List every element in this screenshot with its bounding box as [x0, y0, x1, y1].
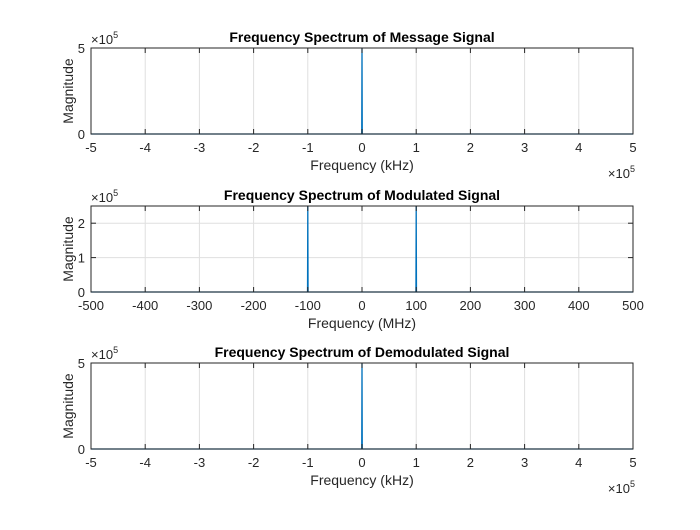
y-axis-label: Magnitude: [60, 58, 76, 124]
x-tick-label: 3: [521, 455, 528, 470]
x-axis-multiplier-exponent: 5: [630, 164, 635, 174]
x-tick-label: 4: [575, 140, 582, 155]
x-tick-label: -300: [186, 298, 212, 313]
x-tick-label: 1: [413, 140, 420, 155]
y-tick-label: 2: [78, 216, 85, 231]
subplot-3: -5 -4 -3 -2 -1 0 1 2 3 4 5 0 5 Frequency Spectrum of …: [60, 344, 637, 496]
y-axis-multiplier-exponent: 5: [113, 188, 118, 198]
x-tick-label: -400: [132, 298, 158, 313]
x-tick-label: -200: [241, 298, 267, 313]
x-axis-label: Frequency (MHz): [308, 315, 416, 331]
subplot-1: -5 -4 -3 -2 -1 0 1 2 3 4 5 0 5 Frequency Spectrum of …: [60, 29, 637, 181]
x-tick-label: -4: [139, 140, 151, 155]
x-tick-label: -3: [194, 140, 206, 155]
x-tick-label: -1: [302, 455, 314, 470]
x-tick-label: -2: [248, 140, 260, 155]
x-tick-label: 0: [358, 298, 365, 313]
x-tick-label: 200: [460, 298, 482, 313]
x-tick-label: 2: [467, 455, 474, 470]
x-tick-label: 1: [413, 455, 420, 470]
x-axis-multiplier: ×105: [608, 164, 635, 181]
y-axis-multiplier-exponent: 5: [113, 30, 118, 40]
x-tick-label: -5: [85, 140, 97, 155]
chart-title: Frequency Spectrum of Modulated Signal: [224, 187, 500, 203]
x-tick-label: 2: [467, 140, 474, 155]
x-tick-label: 5: [629, 140, 636, 155]
x-tick-label: 300: [514, 298, 536, 313]
x-tick-label: 3: [521, 140, 528, 155]
y-axis-label: Magnitude: [60, 216, 76, 282]
x-tick-label: 0: [358, 140, 365, 155]
x-tick-label: -4: [139, 455, 151, 470]
y-tick-label: 0: [78, 442, 85, 457]
y-tick-label: 5: [78, 41, 85, 56]
x-tick-label: 4: [575, 455, 582, 470]
y-axis-multiplier: ×105: [91, 345, 118, 362]
x-tick-label: -2: [248, 455, 260, 470]
y-axis-label: Magnitude: [60, 373, 76, 439]
x-tick-label: -1: [302, 140, 314, 155]
y-tick-label: 0: [78, 127, 85, 142]
y-axis-multiplier-exponent: 5: [113, 345, 118, 355]
y-axis-multiplier: ×105: [91, 188, 118, 205]
x-tick-label: 500: [622, 298, 644, 313]
x-tick-label: -3: [194, 455, 206, 470]
x-axis-multiplier: ×105: [608, 479, 635, 496]
x-tick-label: -500: [78, 298, 104, 313]
x-tick-label: 5: [629, 455, 636, 470]
x-tick-label: 0: [358, 455, 365, 470]
x-axis-label: Frequency (kHz): [310, 157, 413, 173]
x-axis-multiplier-exponent: 5: [630, 479, 635, 489]
y-tick-label: 1: [78, 251, 85, 266]
x-tick-label: 400: [568, 298, 590, 313]
x-tick-label: -100: [295, 298, 321, 313]
x-tick-label: 100: [405, 298, 427, 313]
y-axis-multiplier: ×105: [91, 30, 118, 47]
chart-title: Frequency Spectrum of Message Signal: [229, 29, 494, 45]
chart-title: Frequency Spectrum of Demodulated Signal: [215, 344, 510, 360]
x-axis-label: Frequency (kHz): [310, 472, 413, 488]
y-tick-label: 5: [78, 356, 85, 371]
y-tick-label: 0: [78, 285, 85, 300]
x-tick-label: -5: [85, 455, 97, 470]
subplot-2: -500 -400 -300 -200 -100 0 100 200 300 400 500 0 1 2 F…: [60, 187, 644, 331]
